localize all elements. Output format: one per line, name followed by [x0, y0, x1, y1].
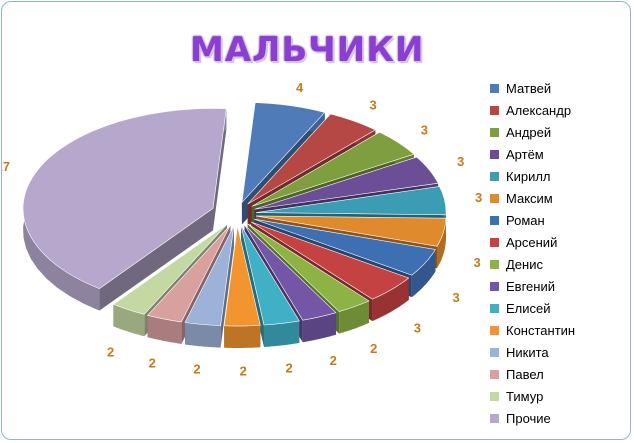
legend-item: Максим	[490, 188, 575, 210]
legend-item: Евгений	[490, 276, 575, 298]
data-label: 2	[193, 362, 200, 377]
data-label: 3	[414, 321, 421, 336]
legend-swatch	[490, 238, 499, 247]
data-label: 2	[285, 360, 292, 375]
pie-slice	[244, 224, 337, 321]
legend-item: Тимур	[490, 386, 575, 408]
pie-slice	[254, 156, 439, 210]
data-label: 3	[369, 98, 376, 113]
pie-slice	[241, 102, 326, 204]
pie-slice	[251, 221, 410, 300]
legend-item: Матвей	[490, 78, 575, 100]
legend-swatch	[490, 260, 499, 269]
data-label: 3	[475, 190, 482, 205]
legend-label: Прочие	[506, 411, 551, 426]
data-label: 4	[296, 80, 304, 95]
legend-swatch	[490, 282, 499, 291]
chart-legend: Матвей Александр Андрей Артём Кирилл Максим Ро…	[490, 78, 575, 430]
pie-slice	[184, 225, 235, 326]
slice-edge	[185, 322, 221, 348]
legend-item: Елисей	[490, 298, 575, 320]
legend-label: Артём	[506, 147, 544, 162]
legend-swatch	[490, 370, 499, 379]
slice-edge	[147, 315, 182, 344]
legend-item: Денис	[490, 254, 575, 276]
data-label: 2	[107, 345, 114, 360]
legend-swatch	[490, 172, 499, 181]
legend-item: Никита	[490, 342, 575, 364]
pie-slice	[22, 108, 227, 289]
data-label: 3	[473, 255, 480, 270]
legend-label: Никита	[506, 345, 549, 360]
pie-slice	[112, 224, 228, 315]
pie-slice	[255, 215, 447, 247]
legend-item: Константин	[490, 320, 575, 342]
data-label: 3	[421, 123, 428, 138]
legend-label: Евгений	[506, 279, 555, 294]
legend-swatch	[490, 128, 499, 137]
legend-item: Роман	[490, 210, 575, 232]
data-label: 2	[149, 355, 156, 370]
pie-slice	[223, 225, 261, 327]
legend-swatch	[490, 84, 499, 93]
legend-item: Павел	[490, 364, 575, 386]
legend-item: Арсений	[490, 232, 575, 254]
legend-item: Александр	[490, 100, 575, 122]
pie-slice	[240, 225, 300, 326]
slice-edge	[372, 278, 409, 322]
data-label: 2	[330, 353, 337, 368]
legend-swatch	[490, 106, 499, 115]
pie-slice	[147, 225, 231, 323]
data-label: 2	[240, 363, 247, 378]
legend-swatch	[490, 194, 499, 203]
legend-label: Андрей	[506, 125, 552, 140]
legend-label: Кирилл	[506, 169, 551, 184]
data-label: 3	[457, 154, 464, 169]
slice-edge	[411, 249, 436, 298]
data-label: 27	[2, 159, 10, 174]
legend-label: Матвей	[506, 81, 552, 96]
pie-slice	[247, 113, 376, 205]
slice-side	[212, 108, 227, 231]
legend-item: Андрей	[490, 122, 575, 144]
legend-swatch	[490, 348, 499, 357]
legend-label: Роман	[506, 213, 545, 228]
slice-edge	[224, 325, 261, 348]
slice-edge	[302, 312, 336, 343]
data-label: 3	[452, 290, 459, 305]
slice-edge	[437, 218, 446, 269]
legend-label: Денис	[506, 257, 543, 272]
legend-label: Арсений	[506, 235, 558, 250]
legend-swatch	[490, 414, 499, 423]
legend-label: Константин	[506, 323, 576, 338]
data-label: 2	[370, 341, 377, 356]
slice-edge	[339, 300, 369, 334]
legend-swatch	[490, 304, 499, 313]
slice-side	[99, 208, 213, 311]
pie-slice	[254, 218, 436, 276]
legend-label: Максим	[506, 191, 553, 206]
legend-item: Прочие	[490, 408, 575, 430]
legend-swatch	[490, 326, 499, 335]
pie-slice	[251, 131, 415, 207]
legend-swatch	[490, 150, 499, 159]
legend-label: Тимур	[506, 389, 544, 404]
legend-item: Кирилл	[490, 166, 575, 188]
pie-slice	[256, 186, 447, 216]
legend-label: Павел	[506, 367, 544, 382]
legend-label: Елисей	[506, 301, 551, 316]
slice-side	[220, 225, 234, 348]
legend-swatch	[490, 392, 499, 401]
pie-slice	[247, 223, 370, 312]
legend-swatch	[490, 216, 499, 225]
slice-edge	[264, 320, 300, 347]
legend-item: Артём	[490, 144, 575, 166]
legend-label: Александр	[506, 103, 572, 118]
